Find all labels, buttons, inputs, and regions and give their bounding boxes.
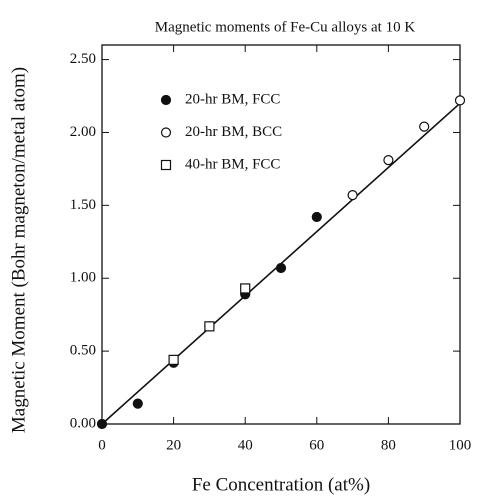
data-point	[168, 354, 179, 365]
x-tick-label: 60	[309, 437, 324, 453]
legend-marker	[160, 127, 172, 138]
legend-label: 40-hr BM, FCC	[185, 156, 280, 172]
y-tick-label: 2.50	[70, 51, 96, 67]
y-tick-label: 0.50	[70, 343, 96, 359]
x-tick-label: 20	[166, 437, 181, 453]
y-tick-label: 1.50	[70, 197, 96, 213]
x-tick-label: 80	[381, 437, 396, 453]
data-point	[311, 211, 322, 223]
x-tick-label: 40	[238, 437, 253, 453]
data-point	[132, 398, 143, 409]
x-tick-label: 100	[449, 437, 472, 453]
x-axis-label: Fe Concentration (at%)	[192, 474, 370, 495]
y-axis-label: Magnetic Moment (Bohr magneton/metal ato…	[8, 67, 29, 433]
legend-label: 20-hr BM, FCC	[185, 91, 280, 107]
data-point	[454, 95, 466, 106]
data-point	[419, 121, 430, 132]
data-point	[275, 262, 287, 274]
data-point	[204, 321, 215, 332]
y-tick-label: 0.00	[70, 415, 96, 431]
legend-marker	[160, 159, 172, 171]
x-tick-label: 0	[98, 437, 106, 453]
y-tick-label: 1.00	[70, 270, 96, 286]
data-point	[347, 190, 358, 201]
chart-title: Magnetic moments of Fe-Cu alloys at 10 K	[155, 19, 416, 35]
data-point	[383, 155, 394, 166]
plot-frame	[101, 44, 461, 425]
data-point	[96, 418, 108, 430]
legend-marker	[160, 94, 172, 106]
y-tick-label: 2.00	[70, 124, 96, 140]
data-point	[240, 283, 251, 294]
legend-label: 20-hr BM, BCC	[185, 124, 282, 140]
